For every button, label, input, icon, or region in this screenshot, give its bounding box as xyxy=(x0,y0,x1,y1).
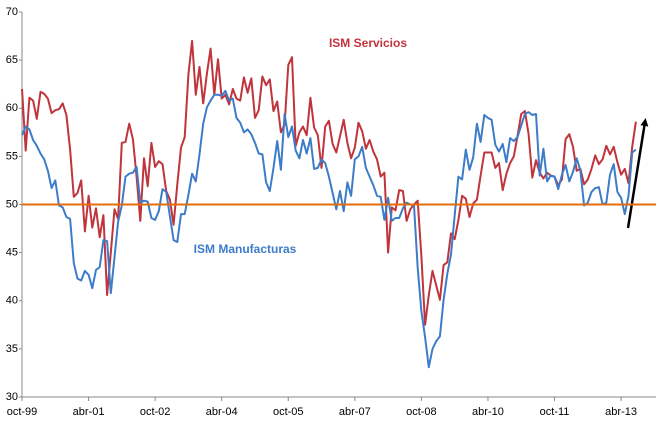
x-tick-label: abr-07 xyxy=(339,406,371,418)
x-tick-label: abr-10 xyxy=(472,406,504,418)
x-tick-label: abr-13 xyxy=(605,406,637,418)
series-label: ISM Servicios xyxy=(329,36,407,50)
x-tick-label: oct-08 xyxy=(406,406,437,418)
trend-arrow xyxy=(626,118,649,229)
y-tick-label: 50 xyxy=(6,198,18,210)
x-tick-label: oct-05 xyxy=(273,406,304,418)
y-tick-label: 40 xyxy=(6,295,18,307)
y-tick-label: 35 xyxy=(6,343,18,355)
x-tick-label: abr-01 xyxy=(73,406,105,418)
series-line xyxy=(21,39,637,326)
y-tick-label: 65 xyxy=(6,54,18,66)
y-tick-label: 30 xyxy=(6,391,18,403)
x-tick-label: oct-11 xyxy=(540,406,570,418)
series-line xyxy=(21,89,637,369)
y-tick-label: 55 xyxy=(6,150,18,162)
y-tick-label: 70 xyxy=(6,6,18,18)
x-tick-label: abr-04 xyxy=(206,406,238,418)
x-tick-label: oct-02 xyxy=(140,406,171,418)
series-label: ISM Manufacturas xyxy=(194,242,297,256)
y-tick-label: 45 xyxy=(6,247,18,259)
y-tick-label: 60 xyxy=(6,102,18,114)
x-tick-label: oct-99 xyxy=(7,406,38,418)
